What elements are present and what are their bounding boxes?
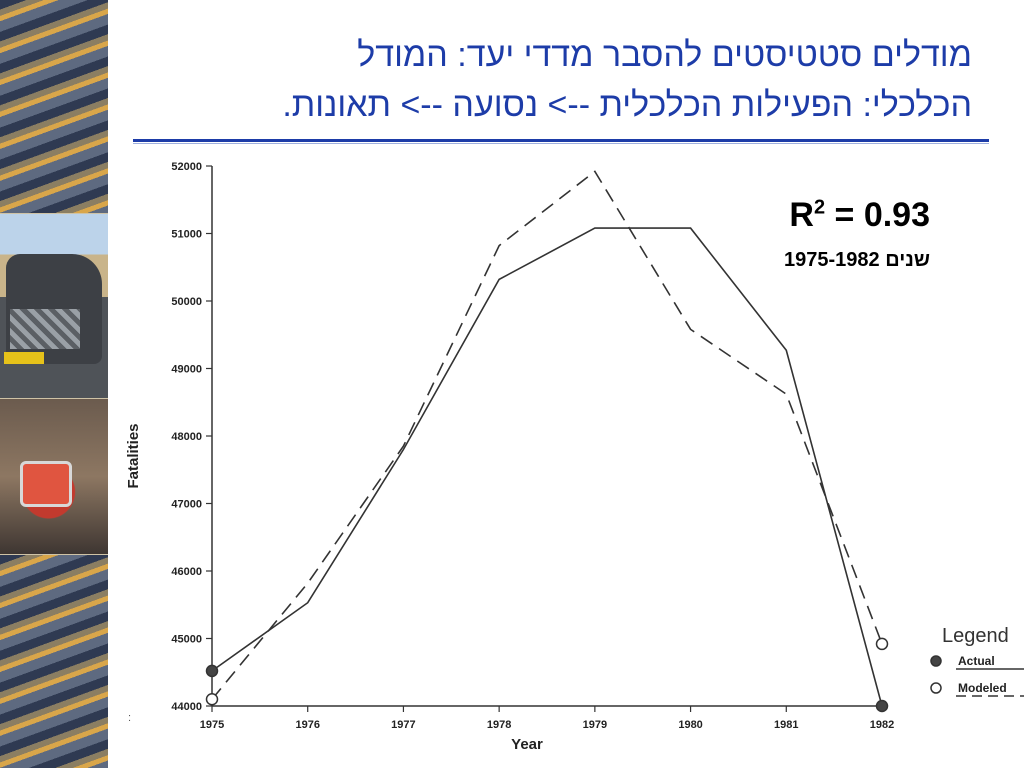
slide-title-line-1: מודלים סטטיסטים להסבר מדדי יעד: המודל: [357, 36, 972, 74]
years-range-label: שנים 1975-1982: [784, 249, 930, 271]
series-point-modeled: [875, 637, 889, 651]
y-axis-title: Fatalities: [125, 423, 142, 488]
x-axis-ticks: 1975 1976 1977 1978 1979 1980 1981 1982: [200, 706, 894, 731]
y-tick-label: 45000: [171, 634, 202, 646]
chart-legend: Legend Actual Modeled: [930, 625, 1024, 697]
x-tick-label: 1982: [870, 719, 894, 731]
title-underline-thin: [133, 143, 989, 144]
y-tick-label: 44000: [171, 701, 202, 713]
legend-label-actual: Actual: [958, 654, 995, 668]
traffic-jam-photo-bottom: [0, 555, 108, 768]
x-tick-label: 1978: [487, 719, 511, 731]
r-squared-label: R2 = 0.93: [700, 196, 930, 235]
x-tick-label: 1977: [391, 719, 415, 731]
y-tick-label: 46000: [171, 566, 202, 578]
car-damage: [10, 309, 80, 349]
r2-superscript: 2: [813, 196, 826, 219]
legend-marker-modeled: [930, 682, 942, 694]
x-axis-title: Year: [511, 736, 543, 753]
r2-symbol: R: [789, 196, 814, 234]
legend-marker-actual: [930, 655, 942, 667]
r2-value: = 0.93: [825, 196, 930, 234]
rescue-vest: [20, 461, 72, 507]
license-plate: [4, 352, 44, 364]
slide-title-line-2: הכלכלי: הפעילות הכלכלית --> נסועה --> תא…: [282, 86, 972, 124]
crashed-car-photo: [0, 214, 108, 398]
y-tick-label: 52000: [171, 161, 202, 173]
y-tick-label: 51000: [171, 229, 202, 241]
y-tick-label: 50000: [171, 296, 202, 308]
y-tick-label: 48000: [171, 431, 202, 443]
series-point-actual: [875, 699, 889, 713]
y-tick-label: 47000: [171, 499, 202, 511]
x-tick-label: 1979: [583, 719, 607, 731]
x-tick-label: 1976: [295, 719, 319, 731]
series-line-modeled: [211, 170, 883, 700]
series-point-actual: [205, 664, 219, 678]
legend-title: Legend: [942, 625, 1009, 647]
legend-label-modeled: Modeled: [958, 681, 1007, 695]
x-tick-label: 1980: [678, 719, 702, 731]
photo-strip: [0, 0, 108, 768]
y-tick-label: 49000: [171, 364, 202, 376]
y-axis-ticks: 52000 51000 50000 49000 48000 47000 46000 45000…: [171, 161, 212, 713]
series-point-modeled: [205, 693, 219, 706]
slide-title: מודלים סטטיסטים להסבר מדדי יעד: המודל הכ…: [152, 30, 972, 130]
rescue-worker-photo: [0, 399, 108, 554]
chart-axes: [211, 166, 882, 707]
x-tick-label: 1981: [774, 719, 798, 731]
side-mark: :: [128, 712, 132, 724]
x-tick-label: 1975: [200, 719, 224, 731]
fatalities-line-chart: 52000 51000 50000 49000 48000 47000 46000 45000…: [125, 161, 1024, 753]
title-underline: [133, 139, 989, 142]
traffic-jam-photo-top: [0, 0, 108, 213]
chart-series: [205, 170, 889, 713]
series-line-actual: [211, 227, 883, 707]
